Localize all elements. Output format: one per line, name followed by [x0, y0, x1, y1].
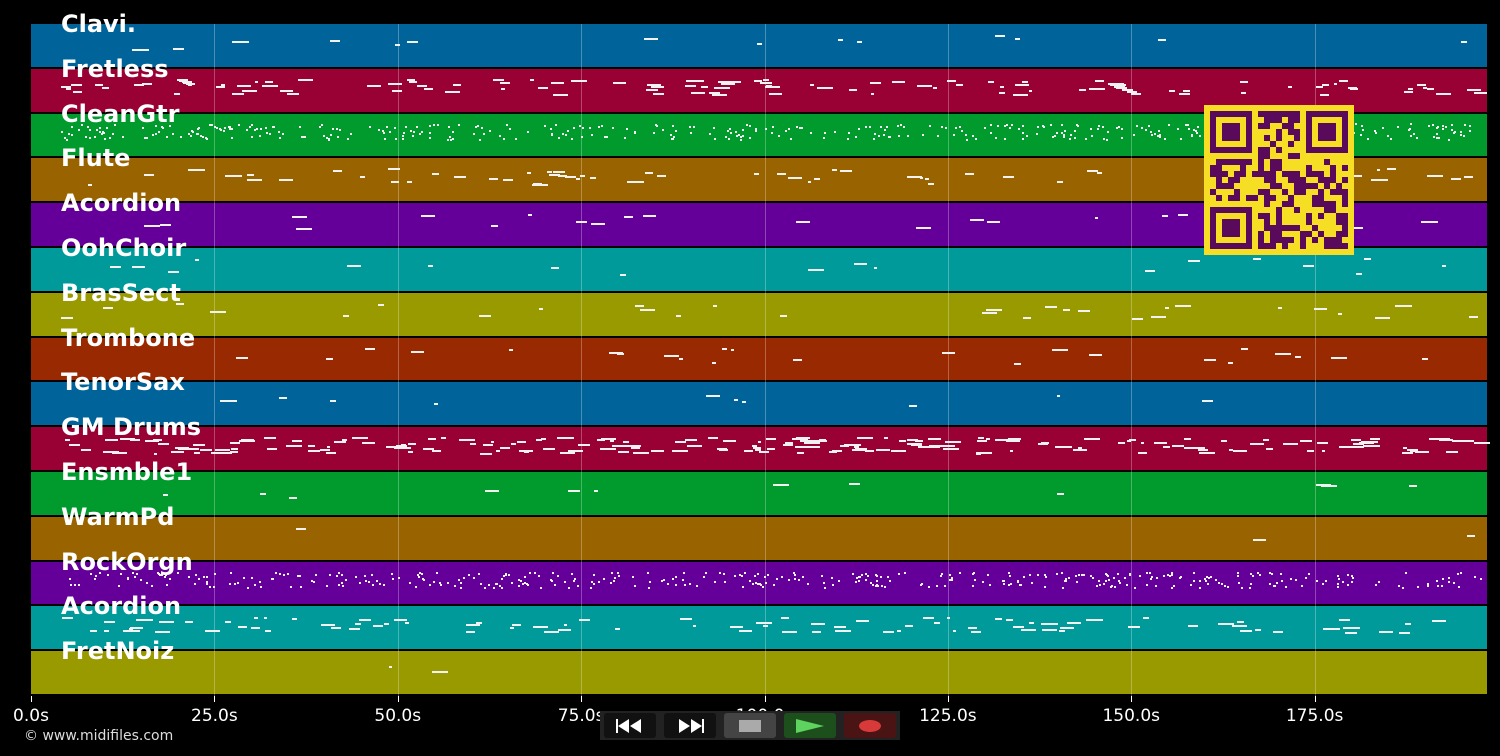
record-button[interactable]: [844, 713, 896, 738]
track-lane: [31, 24, 1487, 69]
fast-forward-button[interactable]: [664, 713, 716, 738]
axis-tick-label: 175.0s: [1285, 706, 1344, 726]
play-button[interactable]: [784, 713, 836, 738]
track-label: Ensmble1: [61, 458, 193, 486]
axis-tick-label: 150.0s: [1102, 706, 1161, 726]
rewind-icon: [616, 718, 641, 733]
transport-controls: [600, 711, 900, 740]
track-label: Trombone: [61, 323, 196, 352]
track-label: BrasSect: [61, 278, 181, 307]
axis-tick: [214, 696, 216, 702]
track-label: Clavi.: [61, 10, 137, 38]
track-label: Flute: [61, 144, 131, 173]
axis-tick: [397, 696, 399, 702]
fast-forward-icon: [679, 718, 704, 733]
axis-tick-label: 0.0s: [13, 706, 49, 726]
track-label: Acordion: [61, 189, 182, 218]
track-lane: [31, 472, 1487, 517]
axis-tick: [1131, 696, 1133, 702]
axis-tick-label: 125.0s: [919, 706, 977, 726]
axis-tick: [764, 696, 766, 702]
track-lane: [31, 561, 1487, 607]
axis-tick-label: 75.0s: [557, 706, 605, 726]
track-lane: [31, 337, 1487, 383]
axis-tick: [31, 696, 32, 702]
track-lane: [31, 606, 1487, 652]
track-label: TenorSax: [61, 368, 185, 397]
track-label: WarmPd: [61, 502, 175, 531]
copyright-text: © www.midifiles.com: [24, 728, 174, 744]
stop-icon: [739, 719, 761, 732]
track-label: FretNoiz: [61, 637, 175, 666]
track-lane: [31, 292, 1487, 338]
rewind-button[interactable]: [604, 713, 656, 738]
track-label: CleanGtr: [61, 99, 180, 128]
track-lane: [31, 248, 1487, 293]
axis-tick: [1314, 696, 1316, 702]
track-label: GM Drums: [61, 413, 202, 442]
axis-tick: [581, 696, 583, 702]
track-label: OohChoir: [61, 234, 187, 262]
track-label: Acordion: [61, 592, 182, 621]
track-label: RockOrgn: [61, 547, 193, 576]
stop-button[interactable]: [724, 713, 776, 738]
record-icon: [859, 719, 881, 732]
track-lane: [31, 516, 1487, 562]
track-label: Fretless: [61, 54, 169, 83]
play-icon: [796, 718, 824, 733]
axis-tick: [947, 696, 949, 702]
track-lane: [31, 427, 1487, 472]
axis-tick-label: 25.0s: [191, 706, 238, 726]
track-lane: [31, 382, 1487, 428]
track-lane: [31, 651, 1487, 696]
qr-code[interactable]: [1204, 105, 1354, 255]
axis-tick-label: 50.0s: [374, 706, 422, 726]
qr-code-icon: [1210, 111, 1348, 249]
